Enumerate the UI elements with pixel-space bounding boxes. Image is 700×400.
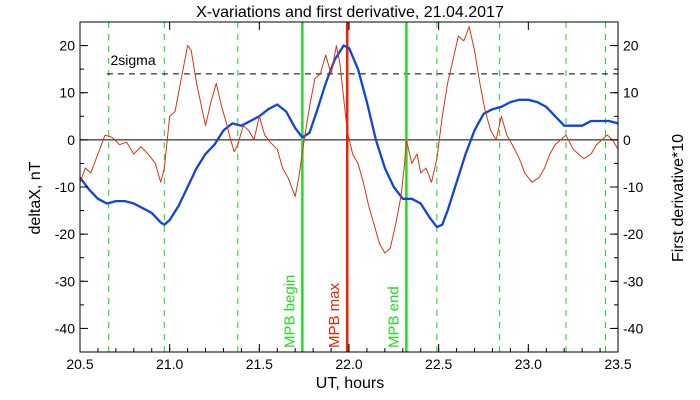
x-tick-label-0: 20.5 [66,356,93,372]
x-tick-label-1: 21.0 [156,356,183,372]
x-tick-label-5: 23.0 [515,356,542,372]
y-right-tick-label-6: -40 [623,320,643,336]
y-right-tick-label-5: -30 [623,273,643,289]
chart-title: X-variations and first derivative, 21.04… [196,4,504,21]
series-line-0 [79,44,619,229]
y-left-tick-label-2: 0 [67,132,75,148]
marker-label-1: MPB max [326,282,343,348]
plot-frame [79,21,619,353]
y-left-tick-label-5: -30 [55,273,75,289]
series-line-1 [79,26,619,254]
marker-label-2: MPB end [385,286,402,348]
x-tick-label-6: 23.5 [604,356,631,372]
y-left-tick-label-1: 10 [59,85,75,101]
x-tick-label-3: 22.0 [335,356,362,372]
y-left-tick-label-4: -20 [55,226,75,242]
y-axis-left-title: deltaX, nT [27,161,44,234]
x-tick-label-2: 21.5 [246,356,273,372]
x-tick-label-4: 22.5 [425,356,452,372]
y-right-tick-label-0: 20 [623,38,639,54]
y-right-tick-label-1: 10 [623,85,639,101]
y-left-tick-label-6: -40 [55,320,75,336]
y-axis-right-title: First derivative*10 [670,134,687,262]
marker-label-0: MPB begin [281,275,298,348]
y-left-tick-label-0: 20 [59,38,75,54]
x-axis-title: UT, hours [316,375,384,392]
y-right-tick-label-4: -20 [623,226,643,242]
sigma-label: 2sigma [110,52,155,68]
y-left-tick-label-3: -10 [55,179,75,195]
plot-area: 2sigma MPB begin MPB max MPB end 20.5 21.0 21.… [55,21,643,372]
y-right-tick-label-2: 0 [623,132,631,148]
y-right-tick-label-3: -10 [623,179,643,195]
